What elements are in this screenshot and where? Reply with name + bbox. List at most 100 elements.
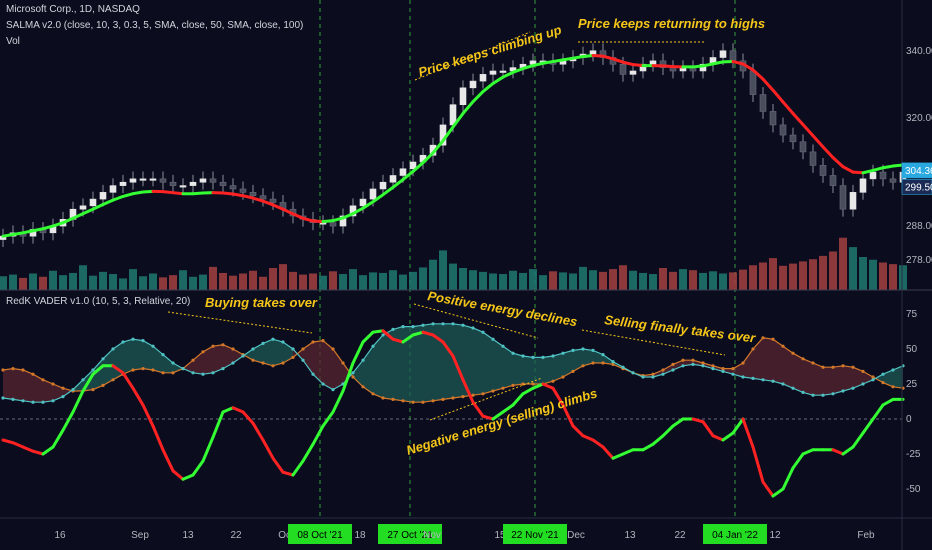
vader-segment — [161, 448, 175, 473]
volume-bar — [419, 267, 427, 290]
positive-energy-line-point — [441, 322, 445, 326]
vader-segment — [221, 406, 235, 414]
volume-bar — [199, 274, 207, 290]
candle-body — [409, 161, 417, 170]
vader-segment — [541, 382, 555, 390]
positive-energy-line-point — [771, 379, 775, 383]
negative-energy-line-point — [701, 361, 705, 365]
candle-body — [159, 178, 167, 183]
volume-bar — [459, 268, 467, 290]
positive-energy-line-point — [91, 368, 95, 372]
negative-energy-line-point — [21, 368, 25, 372]
vader-segment — [331, 389, 345, 414]
vader-segment — [881, 397, 895, 407]
vader-segment — [861, 417, 875, 435]
positive-energy-line-point — [111, 347, 115, 351]
negative-energy-line-point — [221, 343, 225, 347]
positive-energy-line-point — [521, 354, 525, 358]
salma-segment — [471, 90, 485, 104]
energy-fill — [853, 367, 863, 389]
negative-energy-line-point — [51, 382, 55, 386]
vader-segment — [521, 386, 535, 396]
energy-fill — [663, 364, 673, 375]
energy-fill — [193, 351, 203, 375]
candle-body — [189, 181, 197, 186]
salma-segment — [461, 100, 475, 115]
vader-segment — [571, 424, 585, 438]
positive-energy-line-point — [651, 375, 655, 379]
volume-bar — [149, 273, 157, 290]
positive-energy-line-point — [251, 347, 255, 351]
salma-segment — [701, 62, 715, 68]
negative-energy-line-point — [311, 340, 315, 344]
energy-fill — [793, 353, 803, 393]
volume-bar — [219, 272, 227, 290]
energy-fill — [243, 349, 253, 361]
candle-body — [839, 185, 847, 210]
positive-energy-line-point — [31, 400, 35, 404]
positive-energy-line-point — [171, 361, 175, 365]
salma-segment — [861, 168, 875, 175]
positive-energy-line-point — [781, 382, 785, 386]
energy-fill — [483, 332, 493, 394]
negative-energy-line-point — [61, 386, 65, 390]
energy-fill — [893, 365, 903, 389]
vader-segment — [191, 459, 205, 477]
volume-bar — [239, 273, 247, 290]
vader-indicator-title[interactable]: RedK VADER v1.0 (10, 5, 3, Relative, 20) — [6, 296, 191, 307]
vader-segment — [291, 459, 305, 477]
highlighted-date-label: 22 Nov '21 — [511, 530, 559, 541]
energy-fill — [553, 353, 563, 382]
salma-segment — [311, 219, 325, 224]
volume-bar — [319, 275, 327, 290]
salma-segment — [511, 67, 525, 74]
candle-body — [769, 111, 777, 126]
negative-energy-line-point — [351, 375, 355, 379]
vader-segment — [451, 354, 465, 382]
volume-bar — [129, 269, 137, 290]
salma-segment — [821, 145, 835, 160]
salma-segment — [761, 77, 775, 92]
positive-energy-line-point — [471, 326, 475, 330]
salma-segment — [411, 161, 425, 173]
energy-fill — [353, 360, 363, 387]
salma-segment — [741, 62, 755, 72]
negative-energy-line-point — [551, 379, 555, 383]
salma-segment — [81, 207, 95, 216]
vader-segment — [241, 410, 255, 425]
candle-body — [879, 171, 887, 180]
annotation-buying-text: Buying takes over — [205, 295, 318, 310]
vader-segment — [251, 421, 265, 442]
positive-energy-line-point — [611, 360, 615, 364]
highlighted-date-label: 04 Jan '22 — [712, 530, 758, 541]
salma-segment — [551, 58, 565, 64]
vader-y-tick: 75 — [906, 309, 918, 320]
price-candles — [0, 43, 907, 247]
negative-energy-line-point — [591, 361, 595, 365]
volume-bar — [659, 268, 667, 290]
energy-fill — [883, 370, 893, 387]
vader-segment — [641, 442, 655, 452]
volume-indicator-title[interactable]: Vol — [6, 36, 20, 47]
positive-energy-line-point — [231, 361, 235, 365]
energy-fill — [373, 335, 383, 398]
salma-segment — [11, 231, 25, 236]
vader-segment — [491, 410, 505, 421]
positive-energy-line-point — [491, 337, 495, 341]
positive-energy-line-point — [241, 354, 245, 358]
vader-y-tick: 0 — [906, 414, 912, 425]
vader-segment — [1, 438, 15, 445]
symbol-title[interactable]: Microsoft Corp., 1D, NASDAQ — [6, 4, 140, 15]
volume-bar — [829, 251, 837, 290]
candle-body — [129, 178, 137, 183]
energy-fill — [463, 325, 473, 397]
positive-energy-line-point — [191, 371, 195, 375]
salma-indicator-title[interactable]: SALMA v2.0 (close, 10, 3, 0.3, 5, SMA, c… — [6, 20, 304, 31]
positive-energy-line-point — [211, 371, 215, 375]
salma-segment — [261, 199, 275, 207]
vader-segment — [481, 414, 495, 421]
energy-fill — [163, 354, 173, 373]
salma-segment — [231, 192, 245, 198]
positive-energy-line-point — [621, 365, 625, 369]
positive-energy-line-point — [801, 390, 805, 394]
